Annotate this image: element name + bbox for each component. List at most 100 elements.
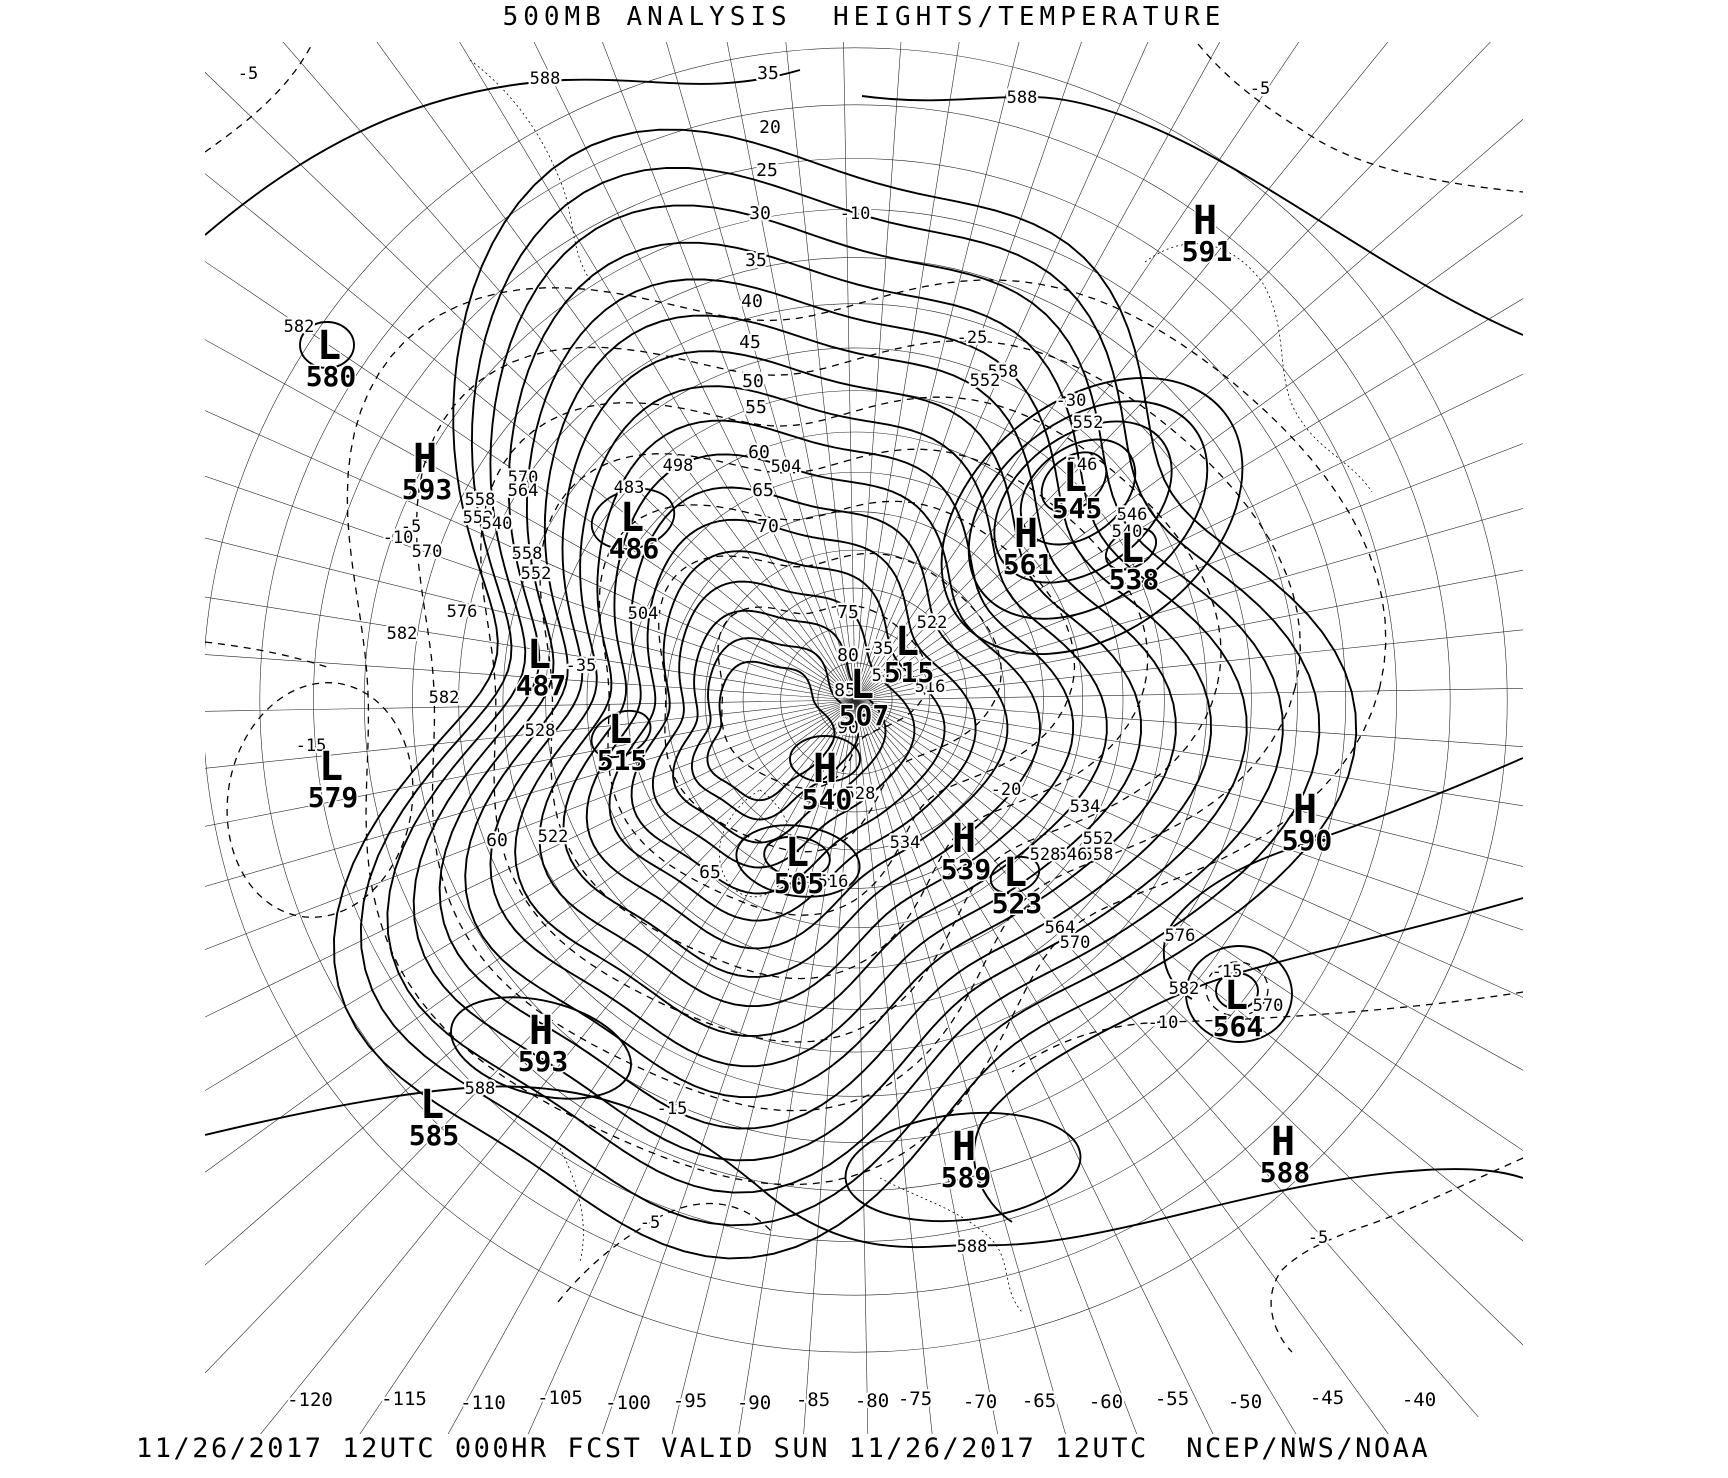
longitude-label: -100 <box>605 1392 651 1414</box>
latitude-label: 30 <box>749 203 771 224</box>
center-letter: L <box>608 707 632 753</box>
meridian-line <box>854 569 1523 701</box>
meridian-line <box>854 699 1523 1151</box>
latitude-circle <box>704 549 1006 851</box>
height-contour-label: 528 <box>525 721 556 741</box>
center-height-value: 505 <box>774 867 825 900</box>
height-contour-label: 552 <box>1083 829 1114 849</box>
meridian-line <box>205 596 856 701</box>
meridian-line <box>803 699 856 1434</box>
latitude-label: 45 <box>739 332 761 353</box>
center-letter: L <box>420 1082 444 1128</box>
center-height-value: 593 <box>402 473 453 506</box>
height-contour-label: 588 <box>530 69 561 89</box>
meridian-line <box>785 42 856 701</box>
meridian-line <box>854 699 1523 807</box>
height-contour-label: 528 <box>1030 845 1061 865</box>
meridian-line <box>854 629 1523 701</box>
meridian-line <box>854 443 1523 701</box>
center-height-value: 564 <box>1213 1010 1264 1043</box>
meridian-line <box>843 42 856 701</box>
height-contour-label: 528 <box>845 784 876 804</box>
center-height-value: 538 <box>1109 563 1160 596</box>
temperature-contour-label: -5 <box>1250 79 1270 99</box>
meridian-line <box>854 699 1389 1434</box>
meridian-line <box>533 42 856 701</box>
temperature-contour-label: -5 <box>238 64 258 84</box>
meridian-line <box>854 42 1300 701</box>
height-contour-label: 522 <box>538 827 569 847</box>
temperature-contour-label: -20 <box>991 780 1022 800</box>
meridian-line <box>205 261 856 701</box>
latitude-circle <box>586 431 1124 969</box>
height-contour-label: 582 <box>387 624 418 644</box>
meridian-line <box>205 173 856 701</box>
center-letter: H <box>952 1124 976 1170</box>
height-contour-label: 582 <box>1169 979 1200 999</box>
center-letter: L <box>895 619 919 665</box>
height-contour-label: 570 <box>1060 933 1091 953</box>
meridian-line <box>854 699 1297 1434</box>
height-contour-label: 546 <box>1117 505 1148 525</box>
height-contour-label: 552 <box>521 564 552 584</box>
meridian-line <box>854 699 869 1434</box>
meridian-line <box>205 699 856 1173</box>
center-letter: H <box>529 1008 553 1054</box>
meridian-line <box>854 699 1523 867</box>
height-contour-label: 510 <box>872 666 903 686</box>
meridian-line <box>854 118 1523 701</box>
meridian-line <box>282 42 856 701</box>
height-contour-label: 516 <box>915 677 946 697</box>
latitude-circle <box>259 104 1451 1296</box>
longitude-label: -90 <box>737 1392 771 1414</box>
meridian-line <box>205 410 856 701</box>
height-contour-label: 558 <box>988 362 1019 382</box>
height-contour-label: 504 <box>771 457 802 477</box>
latitude-circle <box>313 158 1397 1242</box>
center-height-value: 515 <box>597 744 648 777</box>
height-contour-label: 570 <box>412 542 443 562</box>
center-letter: L <box>620 495 644 541</box>
longitude-label: -95 <box>673 1390 707 1412</box>
center-height-value: 545 <box>1052 492 1103 525</box>
latitude-label: 35 <box>745 250 767 271</box>
height-contour-label: 570 <box>1253 996 1284 1016</box>
meridian-line <box>205 339 856 701</box>
latitude-label: 75 <box>837 602 859 623</box>
temperature-contour-label: -30 <box>1056 391 1087 411</box>
temperature-contour-label: -15 <box>296 736 327 756</box>
longitude-label: -85 <box>796 1389 830 1411</box>
meridian-line <box>359 699 856 1434</box>
meridian-line <box>854 42 1221 701</box>
center-letter: L <box>850 662 874 708</box>
longitude-label: -65 <box>1022 1390 1056 1412</box>
height-contour-label: 534 <box>1070 797 1101 817</box>
meridian-line <box>854 214 1523 701</box>
temperature-contour-label: -10 <box>1148 1013 1179 1033</box>
latitude-label: 70 <box>757 516 779 537</box>
height-contour-label: 552 <box>463 508 494 528</box>
temperature-contours <box>205 43 1523 1353</box>
height-contour-label: 582 <box>284 317 315 337</box>
meridian-line <box>854 699 1523 931</box>
center-height-value: 539 <box>941 853 992 886</box>
latitude-circle <box>626 471 1084 929</box>
latitude-label: 25 <box>756 160 778 181</box>
meridian-line <box>205 699 856 1266</box>
latitude-label: 80 <box>837 645 859 666</box>
center-letter: L <box>1003 850 1027 896</box>
meridian-line <box>854 699 933 1434</box>
latitude-label: 85 <box>834 680 856 701</box>
